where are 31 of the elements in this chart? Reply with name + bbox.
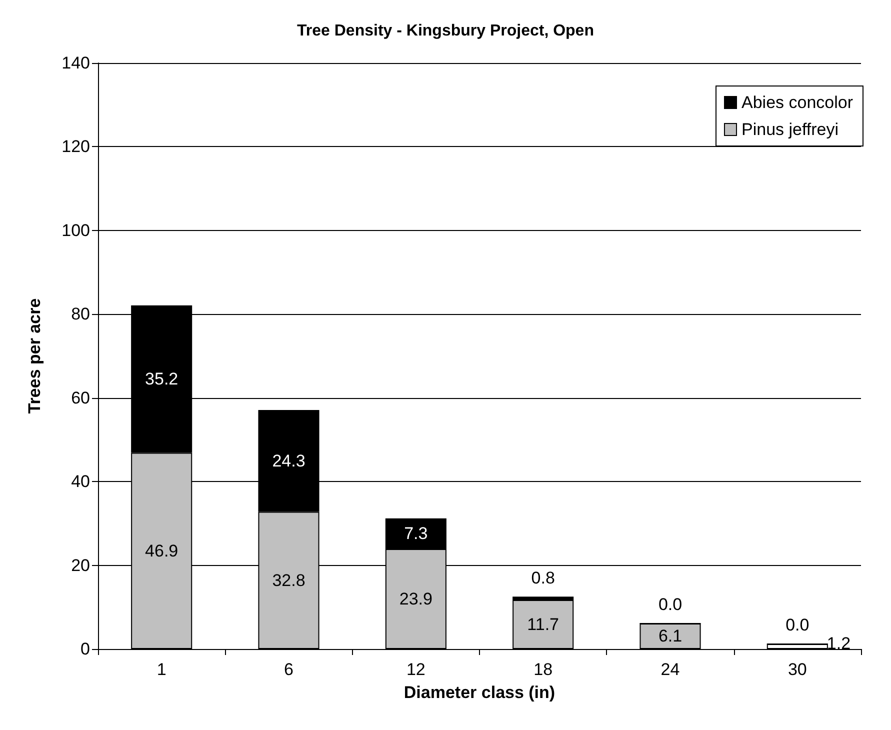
chart-title: Tree Density - Kingsbury Project, Open (297, 22, 594, 40)
y-axis-title: Trees per acre (25, 298, 44, 414)
data-label: 23.9 (399, 589, 432, 608)
data-label: 6.1 (658, 626, 682, 646)
y-tick-label: 20 (71, 556, 90, 575)
data-label: 46.9 (145, 541, 178, 560)
legend-label: Abies concolor (741, 93, 854, 112)
x-tick-label: 12 (406, 660, 426, 679)
x-tick-label: 6 (284, 660, 294, 679)
y-tick-label: 40 (71, 472, 90, 492)
y-tick-label: 120 (62, 137, 90, 156)
x-tick-label: 30 (788, 660, 807, 679)
data-label: 0.0 (658, 594, 682, 614)
x-axis-title: Diameter class (in) (404, 683, 556, 702)
data-label: 0.0 (786, 615, 810, 634)
data-label: 7.3 (404, 524, 428, 544)
data-label: 35.2 (145, 370, 178, 389)
x-tick-label: 18 (534, 660, 553, 679)
y-tick-label: 140 (62, 54, 90, 72)
y-tick-label: 0 (80, 640, 90, 658)
legend-label: Pinus jeffreyi (741, 120, 839, 139)
data-label: 24.3 (272, 451, 306, 470)
data-label: 11.7 (527, 615, 559, 634)
x-tick-label: 1 (156, 660, 166, 679)
data-label: 32.8 (272, 570, 306, 590)
y-tick-label: 80 (71, 304, 90, 324)
x-tick-label: 24 (660, 660, 680, 679)
data-label: 0.8 (531, 568, 555, 588)
y-tick-label: 60 (71, 388, 90, 408)
data-label: 1.2 (826, 634, 851, 653)
y-tick-label: 100 (62, 220, 90, 240)
